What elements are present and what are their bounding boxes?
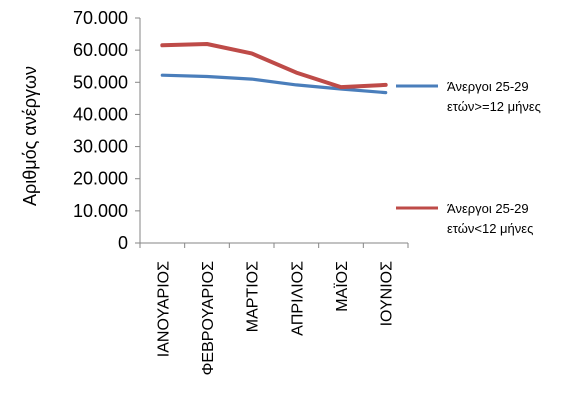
series-line-2: [160, 42, 388, 90]
legend-label: Άνεργοι 25-29: [447, 201, 529, 216]
x-tick-label: ΙΟΥΝΙΟΣ: [379, 261, 396, 326]
y-tick-label: 20.000: [73, 169, 128, 189]
y-axis-label: Αριθμός ανέργων: [20, 66, 40, 206]
y-axis-label-group: Αριθμός ανέργων: [20, 66, 40, 206]
y-tick-label: 50.000: [73, 72, 128, 92]
x-tick-label: ΑΠΡΙΛΙΟΣ: [289, 261, 306, 336]
y-tick-label: 60.000: [73, 40, 128, 60]
x-tick-label: ΜΑΪΟΣ: [333, 261, 351, 312]
y-tick-label: 70.000: [73, 8, 128, 28]
x-tick-label: ΦΕΒΡΟΥΑΡΙΟΣ: [200, 261, 217, 375]
series-line-1: [160, 73, 388, 95]
y-ticks: 0 10.000 20.000 30.000 40.000 50.000 60.000 70.…: [73, 8, 140, 253]
legend-label: ετών<12 μήνες: [447, 221, 533, 236]
legend: Άνεργοι 25-29 ετών>=12 μήνες Άνεργοι 25-29…: [396, 79, 541, 236]
legend-label: ετών>=12 μήνες: [447, 99, 541, 114]
legend-label: Άνεργοι 25-29: [447, 79, 529, 94]
y-tick-label: 10.000: [73, 201, 128, 221]
y-tick-label: 0: [118, 233, 128, 253]
y-tick-label: 30.000: [73, 137, 128, 157]
series-lines: [160, 42, 388, 95]
x-tick-label: ΙΑΝΟΥΑΡΙΟΣ: [155, 261, 172, 357]
x-ticks: ΙΑΝΟΥΑΡΙΟΣ ΦΕΒΡΟΥΑΡΙΟΣ ΜΑΡΤΙΟΣ ΑΠΡΙΛΙΟΣ ΜΑΪΟ…: [139, 243, 409, 375]
x-tick-label: ΜΑΡΤΙΟΣ: [245, 261, 262, 332]
y-tick-label: 40.000: [73, 104, 128, 124]
